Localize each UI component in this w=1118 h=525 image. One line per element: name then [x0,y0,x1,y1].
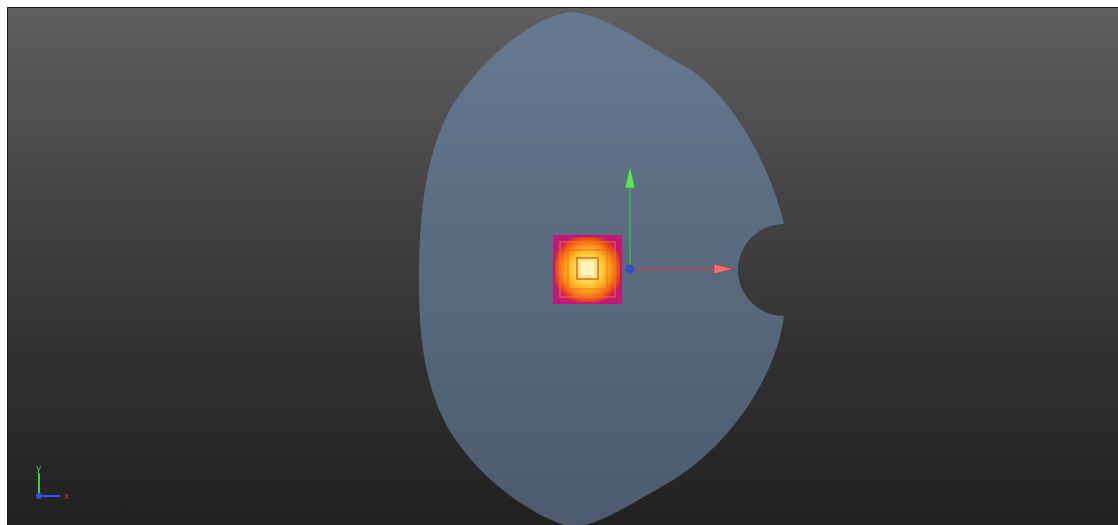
axis-y-label: y [36,464,42,474]
gizmo-origin-icon [625,264,635,274]
gizmo-y-arrow-icon [624,165,636,189]
orientation-axes-widget: y x [36,464,70,502]
heatmap-patch[interactable] [553,235,622,304]
axis-x-label: x [64,492,70,502]
scene-canvas[interactable]: y x [8,8,1118,525]
gizmo-x-arrow-icon [713,263,735,275]
transform-gizmo[interactable] [624,165,735,275]
3d-viewport[interactable]: y x [8,8,1118,525]
